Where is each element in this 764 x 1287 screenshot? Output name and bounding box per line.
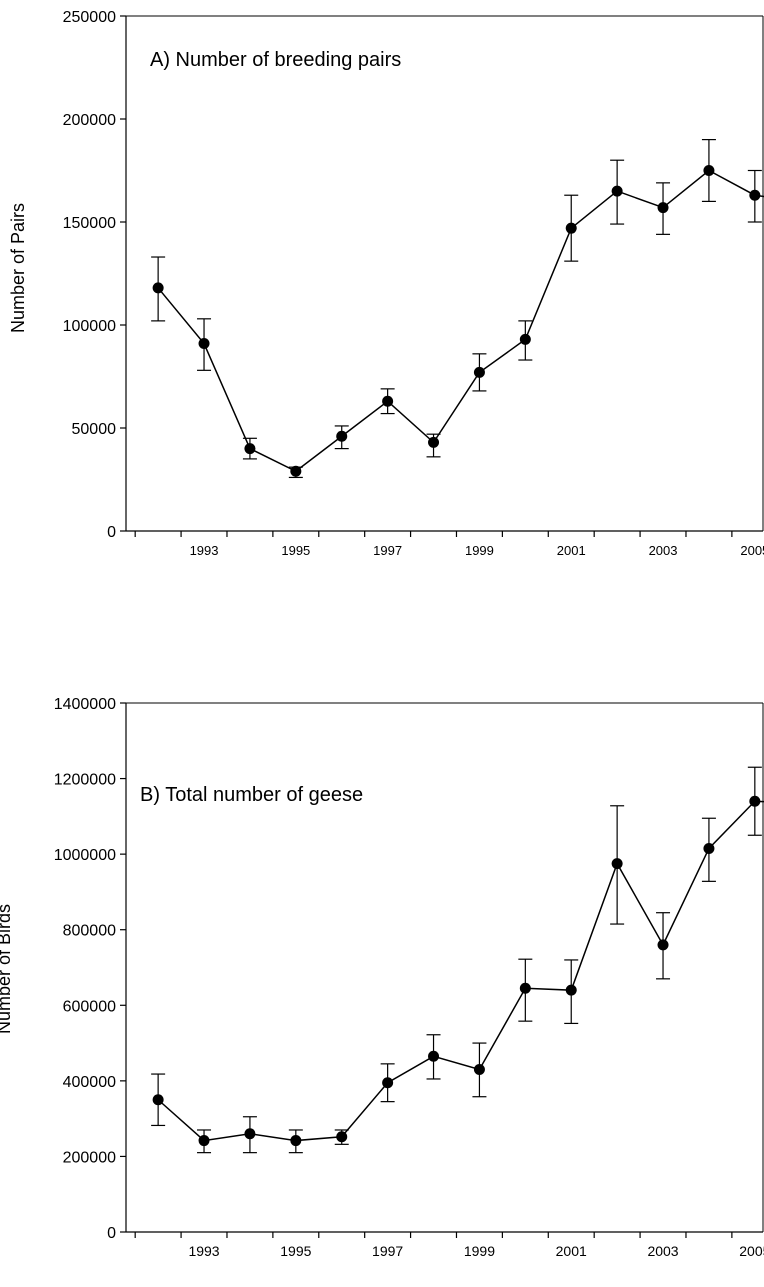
x-tick-label: 2003	[647, 1243, 678, 1259]
data-point	[473, 1064, 485, 1076]
data-point	[611, 185, 623, 197]
panel-a-y-axis-label: Number of Pairs	[8, 203, 28, 333]
data-point	[244, 1128, 256, 1140]
data-point	[428, 436, 440, 448]
panel-b-series	[151, 766, 764, 1154]
data-point	[152, 282, 164, 294]
data-point	[336, 1131, 348, 1143]
data-point	[382, 1077, 394, 1089]
x-tick-label: 1993	[188, 1243, 219, 1259]
data-point	[290, 465, 302, 477]
x-tick-label: 2001	[556, 1243, 587, 1259]
y-tick-label: 150000	[63, 215, 116, 232]
x-tick-label: 1997	[372, 1243, 403, 1259]
panel-b-title: B) Total number of geese	[140, 784, 363, 806]
data-point	[749, 795, 761, 807]
x-tick-label: 1997	[373, 543, 402, 558]
y-tick-label: 400000	[63, 1074, 116, 1091]
data-point	[749, 189, 761, 201]
panel-a-y-ticks: 0 50000 100000 150000 200000 250000	[63, 9, 126, 541]
data-point	[519, 982, 531, 994]
x-tick-label: 1999	[464, 1243, 495, 1259]
data-point	[703, 165, 715, 176]
y-tick-label: 0	[107, 1225, 116, 1242]
panel-a-title: A) Number of breeding pairs	[150, 49, 401, 71]
data-point	[428, 1050, 440, 1062]
data-point	[198, 338, 210, 350]
x-tick-label: 2005	[739, 1243, 764, 1259]
data-point	[198, 1135, 210, 1147]
panel-b-y-ticks: 0 200000 400000 600000 800000 1000000 1200000 1…	[54, 696, 126, 1242]
y-tick-label: 600000	[63, 998, 116, 1015]
panel-a-x-ticks: 19931995199719992001200320052007	[134, 531, 764, 558]
data-point	[290, 1135, 302, 1147]
y-tick-label: 250000	[63, 9, 116, 26]
panel-b-y-axis-label: Number of Birds	[0, 904, 14, 1034]
panel-b-x-ticks: 19931995199719992001200320052007	[134, 1232, 764, 1259]
data-point	[565, 222, 577, 234]
panel-a-chart: 0 50000 100000 150000 200000 250000 1993 1995 1…	[8, 9, 764, 558]
data-point	[611, 858, 623, 870]
panel-b-chart: 0 200000 400000 600000 800000 1000000 1200000 1…	[0, 696, 764, 1259]
x-tick-label: 1995	[280, 1243, 311, 1259]
data-point	[244, 443, 256, 455]
x-tick-label: 2003	[649, 543, 678, 558]
data-point	[657, 202, 669, 214]
y-tick-label: 0	[107, 524, 116, 541]
x-tick-label: 2005	[740, 543, 764, 558]
y-tick-label: 200000	[63, 112, 116, 129]
y-tick-label: 50000	[72, 421, 117, 438]
data-point	[473, 366, 485, 378]
series-line	[157, 800, 764, 1142]
data-point	[152, 1094, 164, 1106]
x-tick-label: 1993	[190, 543, 219, 558]
x-tick-label: 2001	[557, 543, 586, 558]
series-line	[157, 169, 764, 473]
data-point	[382, 395, 394, 407]
y-tick-label: 1400000	[54, 696, 116, 713]
y-tick-label: 200000	[63, 1149, 116, 1166]
data-point	[565, 984, 577, 996]
panel-a-series	[151, 139, 764, 479]
data-point	[336, 430, 348, 442]
data-point	[657, 939, 669, 951]
data-point	[519, 333, 531, 345]
data-point	[703, 842, 715, 854]
y-tick-label: 800000	[63, 923, 116, 940]
y-tick-label: 1200000	[54, 772, 116, 789]
x-tick-label: 1999	[465, 543, 494, 558]
y-tick-label: 100000	[63, 318, 116, 335]
x-tick-label: 1995	[281, 543, 310, 558]
y-tick-label: 1000000	[54, 847, 116, 864]
